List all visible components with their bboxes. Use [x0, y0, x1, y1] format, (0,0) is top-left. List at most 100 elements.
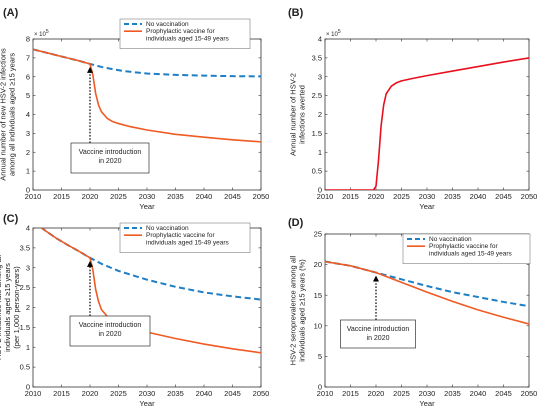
y-tick-label: 2 [26, 148, 30, 157]
y-tick-label: 2.5 [312, 91, 322, 100]
x-tick-label: 2025 [110, 389, 127, 398]
x-tick-label: 2015 [342, 192, 359, 201]
x-tick-label: 2035 [444, 192, 461, 201]
x-tick-label: 2040 [196, 389, 213, 398]
y-tick-label: 0 [318, 383, 322, 392]
y-exponent-label: × 105 [34, 29, 49, 38]
y-tick-label: 3.5 [312, 53, 322, 62]
legend-entry-label: individuals aged 15-49 years [146, 35, 229, 42]
legend-entry-label: No vaccination [429, 236, 472, 243]
x-tick-label: 2050 [521, 192, 538, 201]
x-axis-title: Year [139, 399, 155, 408]
legend-entry-label: individuals aged 15-49 years [429, 250, 512, 257]
x-tick-label: 2030 [419, 192, 436, 201]
x-tick-label: 2025 [110, 192, 127, 201]
legend-entry-label: Prophylactic vaccine for [146, 28, 215, 35]
y-tick-label: 2.5 [20, 283, 30, 292]
callout-text: Vaccine introduction [79, 149, 142, 156]
x-tick-label: 2045 [495, 192, 512, 201]
x-tick-label: 2035 [167, 192, 184, 201]
callout-text: in 2020 [99, 158, 122, 165]
callout-arrow-head [87, 260, 93, 267]
x-tick-label: 2025 [393, 192, 410, 201]
x-tick-label: 2010 [25, 389, 42, 398]
x-axis-title: Year [139, 202, 155, 211]
series-line-vaccine [325, 260, 529, 325]
legend-entry-label: No vaccination [146, 21, 189, 28]
vaccine-introduction-callout: Vaccine introduction in 2020 [69, 260, 151, 347]
x-tick-label: 2030 [139, 192, 156, 201]
vaccine-introduction-callout: Vaccine introduction in 2020 [340, 275, 416, 349]
y-tick-label: 20 [314, 260, 322, 269]
x-axis-title: Year [419, 399, 435, 408]
x-tick-label: 2050 [521, 389, 538, 398]
y-axis-title: HSV-2 seroprevalence among allindividual… [289, 255, 307, 365]
panel-b: (B) 2010 2015 2020 2025 2030 2035 2040 2045 2050 0… [288, 7, 537, 211]
legend-entry-label: No vaccination [146, 225, 189, 232]
panel-c: (C) 2010 2015 2020 2025 2030 2035 2040 2045 2050 0… [0, 213, 269, 408]
x-tick-label: 2040 [470, 389, 487, 398]
x-tick-label: 2030 [419, 389, 436, 398]
callout-box [340, 319, 416, 349]
x-tick-label: 2040 [470, 192, 487, 201]
x-tick-label: 2045 [224, 192, 241, 201]
y-tick-label: 4 [318, 35, 322, 44]
y-tick-label: 1 [26, 343, 30, 352]
series-line-no-vaccination [33, 48, 261, 78]
vaccine-introduction-callout: Vaccine introduction in 2020 [70, 66, 150, 174]
x-tick-label: 2050 [253, 192, 270, 201]
callout-text: Vaccine introduction [347, 326, 410, 333]
series-line-no-vaccination [325, 260, 529, 308]
y-axis-title: HSV-2 incidence rate among allindividual… [0, 255, 21, 360]
x-tick-label: 2015 [342, 389, 359, 398]
x-tick-label: 2025 [393, 389, 410, 398]
y-tick-label: 5 [318, 352, 322, 361]
legend-entry-label: individuals aged 15-49 years [146, 239, 229, 246]
x-axis-title: Year [419, 202, 435, 211]
x-tick-label: 2035 [167, 389, 184, 398]
series-line-no-vaccination [39, 228, 261, 301]
y-axis-title: Annual number of new HSV-2 infectionsamo… [0, 48, 17, 181]
y-tick-label: 0 [26, 383, 30, 392]
x-tick-label: 2015 [53, 389, 70, 398]
y-tick-label: 3 [318, 72, 322, 81]
y-tick-label: 5 [26, 91, 30, 100]
series-line-infections-averted [325, 57, 529, 190]
y-tick-label: 1.5 [20, 323, 30, 332]
x-tick-label: 2015 [53, 192, 70, 201]
y-tick-label: 6 [26, 72, 30, 81]
y-tick-label: 15 [314, 291, 322, 300]
x-tick-label: 2010 [317, 389, 334, 398]
y-tick-label: 7 [26, 53, 30, 62]
y-tick-label: 4 [26, 110, 30, 119]
x-tick-label: 2035 [444, 389, 461, 398]
y-tick-label: 1.5 [312, 129, 322, 138]
y-axis-title: Annual number of HSV-2infections averted [289, 73, 307, 156]
x-tick-label: 2020 [82, 389, 99, 398]
y-tick-label: 10 [314, 321, 322, 330]
x-tick-label: 2050 [253, 389, 270, 398]
x-tick-label: 2020 [368, 192, 385, 201]
legend-entry-label: Prophylactic vaccine for [146, 232, 215, 239]
y-tick-label: 0.5 [312, 167, 322, 176]
panel-d: (D)2010 2015 2020 2025 2030 2035 2040 2045 20500… [288, 217, 537, 408]
x-tick-label: 2010 [317, 192, 334, 201]
series-line-vaccine [40, 228, 261, 354]
y-tick-label: 25 [314, 230, 322, 239]
x-tick-label: 2030 [139, 389, 156, 398]
callout-text: in 2020 [99, 331, 122, 338]
plot-area [324, 38, 530, 191]
callout-arrow-head [87, 66, 93, 73]
y-tick-label: 2 [26, 303, 30, 312]
y-tick-label: 1 [318, 148, 322, 157]
x-tick-label: 2020 [82, 192, 99, 201]
callout-text: in 2020 [367, 335, 390, 342]
legend-entry-label: Prophylactic vaccine for [429, 243, 498, 250]
y-exponent-label: × 105 [326, 29, 341, 38]
y-tick-label: 0 [26, 186, 30, 195]
y-tick-label: 8 [26, 35, 30, 44]
y-tick-label: 4 [26, 224, 30, 233]
